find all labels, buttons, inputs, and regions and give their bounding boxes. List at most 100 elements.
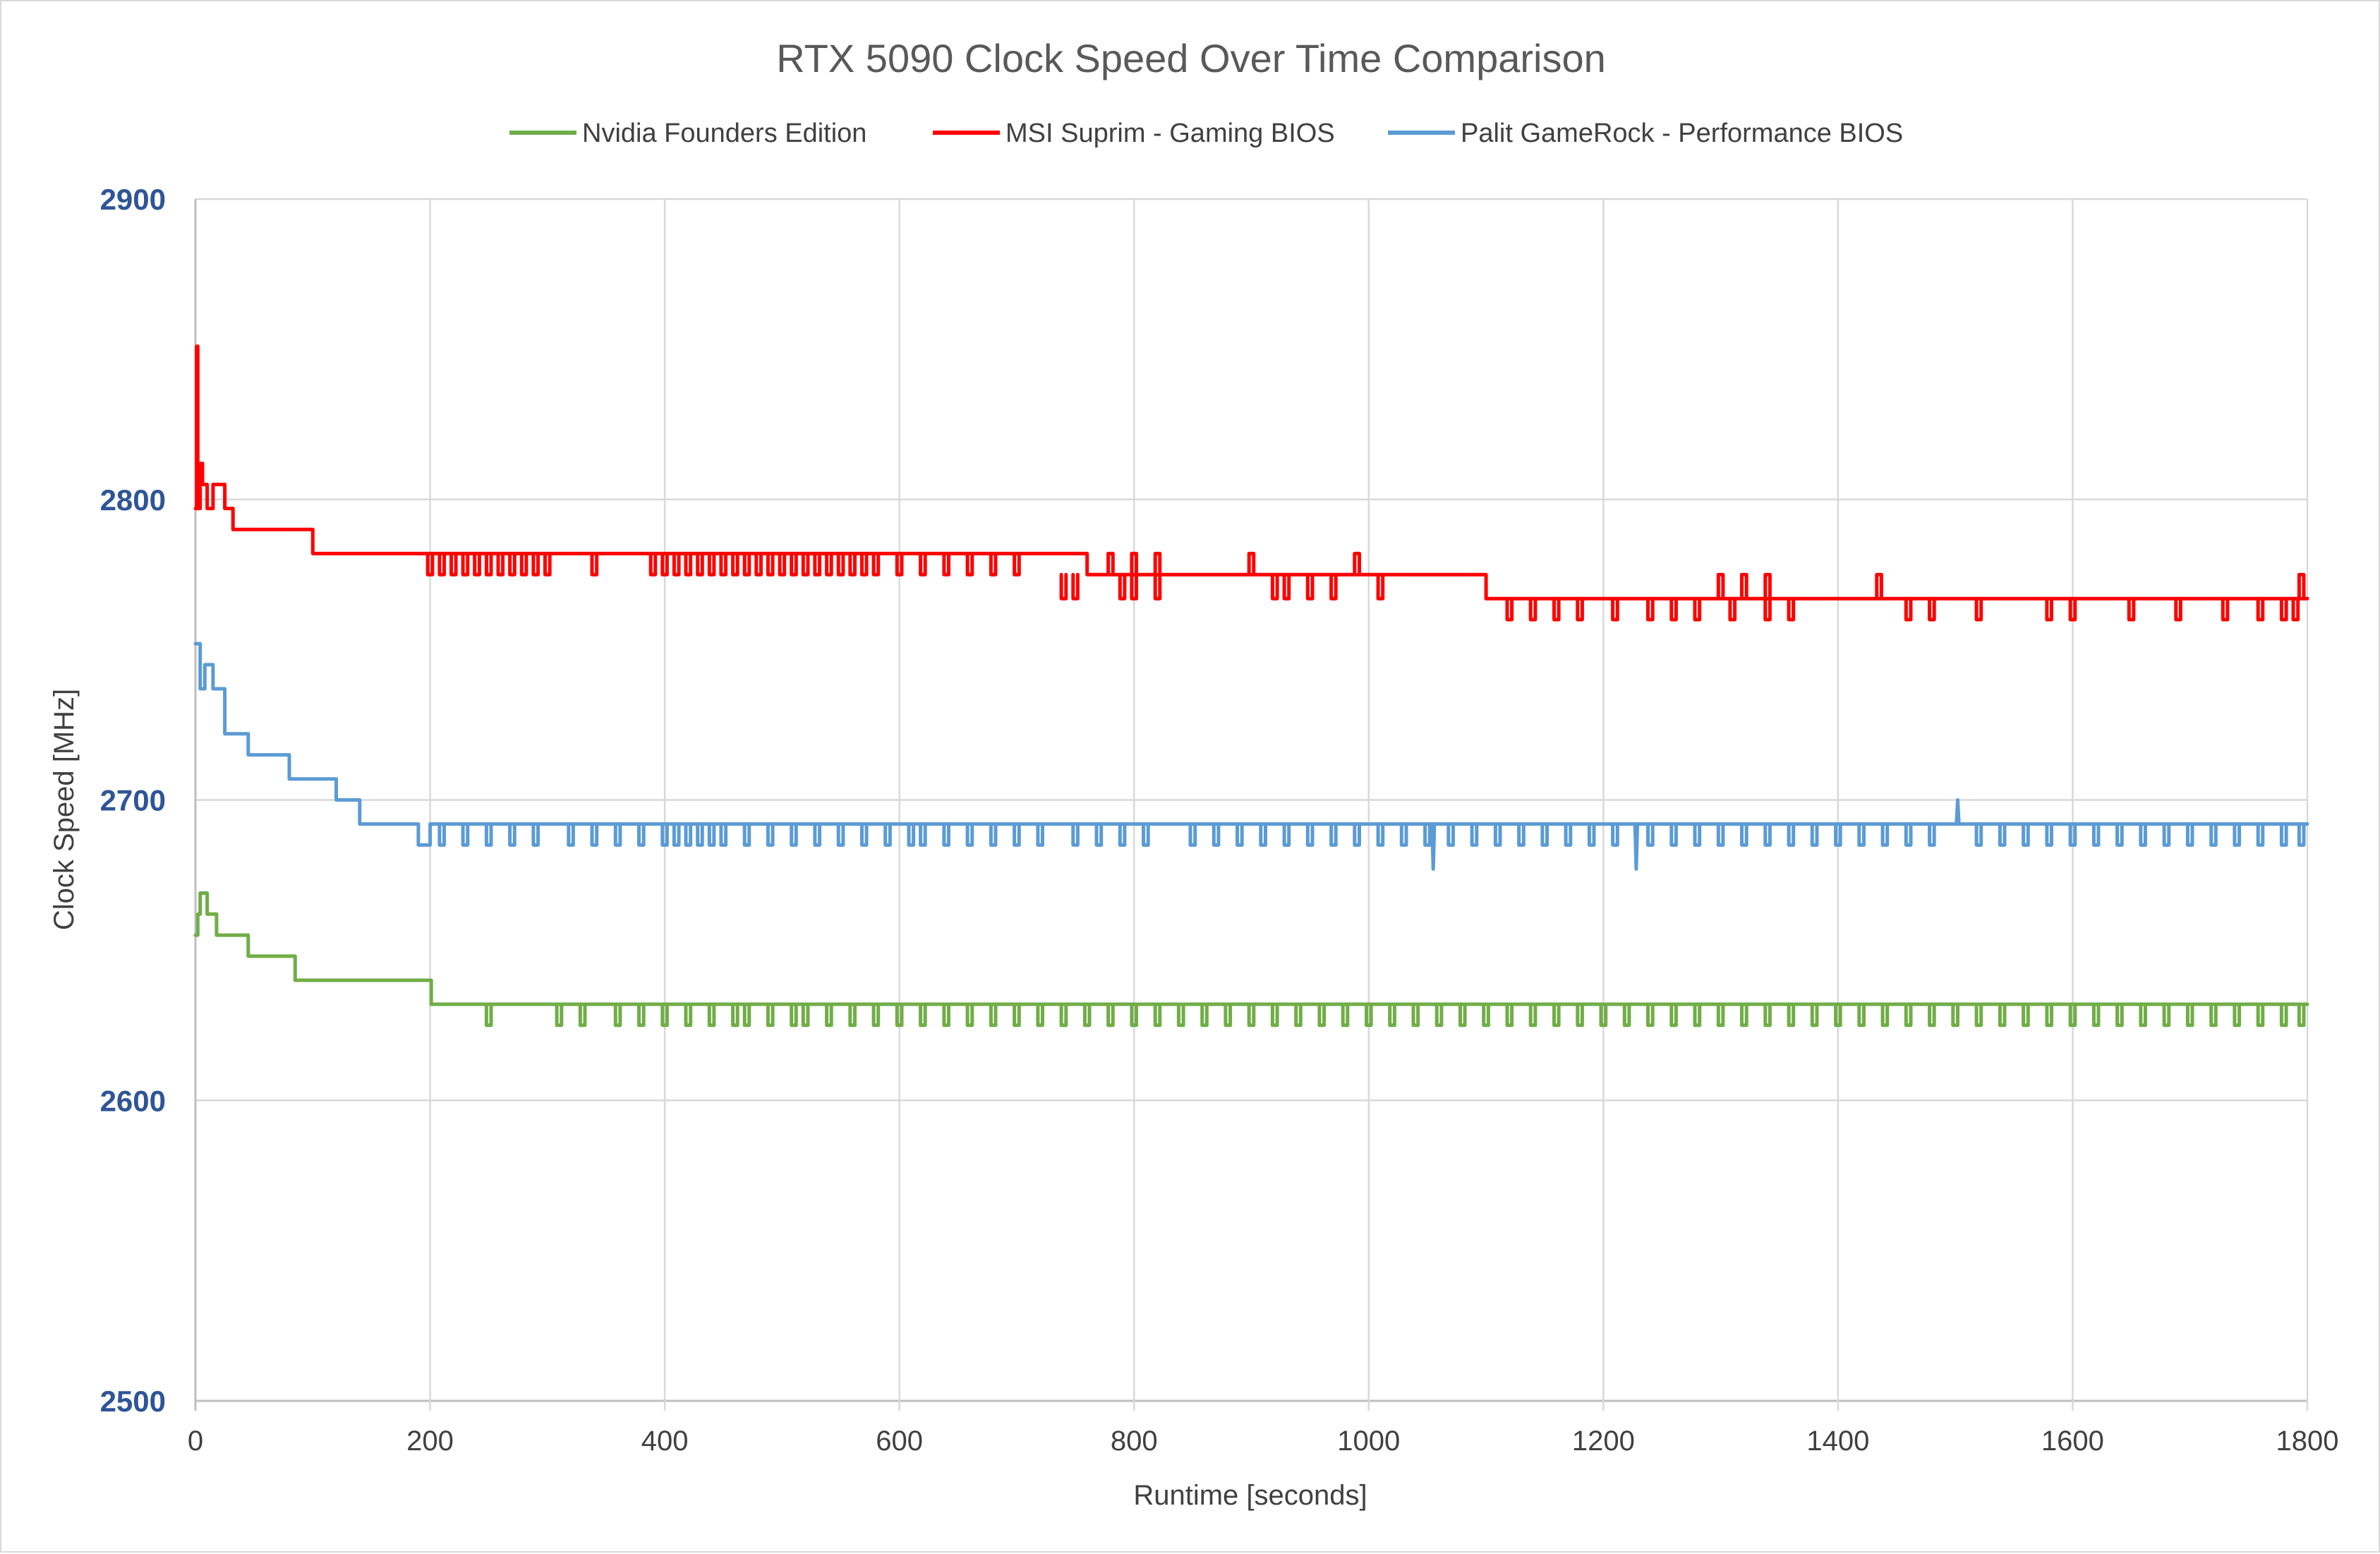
series-pulse bbox=[895, 1002, 904, 1028]
series-pulse bbox=[1305, 572, 1315, 601]
y-tick-label: 2800 bbox=[100, 483, 166, 517]
series-pulse bbox=[1376, 822, 1385, 847]
series-pulse bbox=[660, 822, 669, 847]
series-pulse bbox=[437, 551, 446, 577]
series-pulse bbox=[1130, 551, 1138, 577]
series-pulse bbox=[508, 551, 517, 577]
series-pulse bbox=[1353, 551, 1361, 577]
series-pulse bbox=[449, 551, 458, 577]
series-pulse bbox=[1998, 822, 2007, 847]
series-pulse bbox=[1365, 1002, 1373, 1028]
series-pulse bbox=[766, 822, 775, 847]
series-pulse bbox=[1857, 1002, 1866, 1028]
series-pulse bbox=[1611, 596, 1619, 622]
series-pulse bbox=[1176, 1002, 1185, 1028]
x-tick-label: 1800 bbox=[2276, 1426, 2339, 1457]
series-pulse bbox=[684, 822, 693, 847]
series-pulse bbox=[2297, 822, 2306, 847]
series-pulse bbox=[2256, 596, 2265, 622]
series-pulse bbox=[871, 1002, 881, 1028]
series-pulse bbox=[555, 1002, 564, 1028]
x-tick-label: 1200 bbox=[1572, 1426, 1635, 1457]
legend-item: Palit GameRock - Performance BIOS bbox=[1388, 119, 1903, 148]
series-pulse bbox=[848, 551, 857, 577]
series-pulse bbox=[1282, 822, 1291, 847]
series-pulse bbox=[484, 551, 493, 577]
gridlines bbox=[194, 198, 2309, 1411]
series-pulse bbox=[461, 551, 470, 577]
legend-item: MSI Suprim - Gaming BIOS bbox=[933, 119, 1335, 148]
series-pulse bbox=[1118, 572, 1127, 601]
series-pulse bbox=[1763, 822, 1772, 847]
series-pulse bbox=[2115, 1002, 2124, 1028]
series-pulse bbox=[1224, 1002, 1233, 1028]
y-tick-label: 2700 bbox=[100, 784, 166, 817]
series-pulse bbox=[2022, 1002, 2030, 1028]
series-pulse bbox=[707, 1002, 716, 1028]
series-pulse bbox=[496, 551, 505, 577]
series-pulse bbox=[801, 1002, 810, 1028]
series-pulse bbox=[1059, 572, 1068, 601]
series-pulse bbox=[2297, 572, 2306, 601]
series-pulse bbox=[1200, 1002, 1209, 1028]
series-pulse bbox=[1094, 822, 1104, 847]
series-pulse bbox=[1434, 1002, 1444, 1028]
series-pulse bbox=[2162, 822, 2171, 847]
series-pulse bbox=[707, 822, 716, 847]
series-pulse bbox=[2068, 596, 2077, 622]
series-pulse bbox=[1142, 822, 1150, 847]
series-pulse bbox=[2022, 822, 2030, 847]
series-line bbox=[193, 642, 2309, 847]
series-pulse bbox=[1904, 1002, 1913, 1028]
series-pulse bbox=[1552, 1002, 1561, 1028]
series-pulse bbox=[2068, 1002, 2077, 1028]
series-pulse bbox=[1071, 822, 1080, 847]
series-pulse bbox=[1763, 596, 1772, 622]
series-outlier bbox=[1633, 822, 1640, 871]
series-pulse bbox=[1587, 822, 1596, 847]
series-pulse bbox=[942, 1002, 950, 1028]
series-pulse bbox=[1928, 822, 1936, 847]
series-pulse bbox=[1153, 1002, 1162, 1028]
series-pulse bbox=[1482, 1002, 1490, 1028]
x-tick-label: 0 bbox=[188, 1426, 203, 1457]
series-pulse bbox=[754, 551, 763, 577]
series-pulse bbox=[637, 822, 646, 847]
series-pulse bbox=[2185, 1002, 2194, 1028]
series-pulse bbox=[813, 551, 822, 577]
series-pulse bbox=[531, 551, 540, 577]
series-pulse bbox=[1834, 1002, 1842, 1028]
series-pulse bbox=[1106, 551, 1115, 577]
series-pulse bbox=[742, 822, 751, 847]
series-pulse bbox=[473, 551, 481, 577]
series-pulse bbox=[660, 1002, 669, 1028]
series-pulse bbox=[1106, 1002, 1115, 1028]
series-pulse bbox=[965, 1002, 974, 1028]
series-pulse bbox=[648, 551, 658, 577]
series-pulse bbox=[2045, 596, 2053, 622]
series-pulse bbox=[1353, 822, 1361, 847]
series-pulse bbox=[1036, 1002, 1044, 1028]
series-pulse bbox=[1787, 1002, 1796, 1028]
series-pulse bbox=[1236, 822, 1244, 847]
series-pulse bbox=[942, 551, 950, 577]
series-pulse bbox=[860, 551, 869, 577]
series-pulse bbox=[731, 551, 739, 577]
series-pulse bbox=[942, 822, 950, 847]
series-pulse bbox=[1082, 1002, 1092, 1028]
series-pulse bbox=[2115, 822, 2124, 847]
series-pulse bbox=[919, 822, 927, 847]
series-pulse bbox=[719, 551, 728, 577]
series-pulse bbox=[790, 1002, 798, 1028]
series-pulse bbox=[742, 1002, 751, 1028]
series-pulse bbox=[543, 551, 552, 577]
series-pulse bbox=[696, 551, 704, 577]
series-pulse bbox=[1517, 822, 1526, 847]
series-pulse bbox=[1376, 572, 1385, 601]
series-pulse bbox=[1505, 1002, 1514, 1028]
series-pulse bbox=[2279, 596, 2288, 622]
series-pulse bbox=[2068, 822, 2077, 847]
series-pulse bbox=[1904, 822, 1913, 847]
series-pulse bbox=[508, 822, 517, 847]
